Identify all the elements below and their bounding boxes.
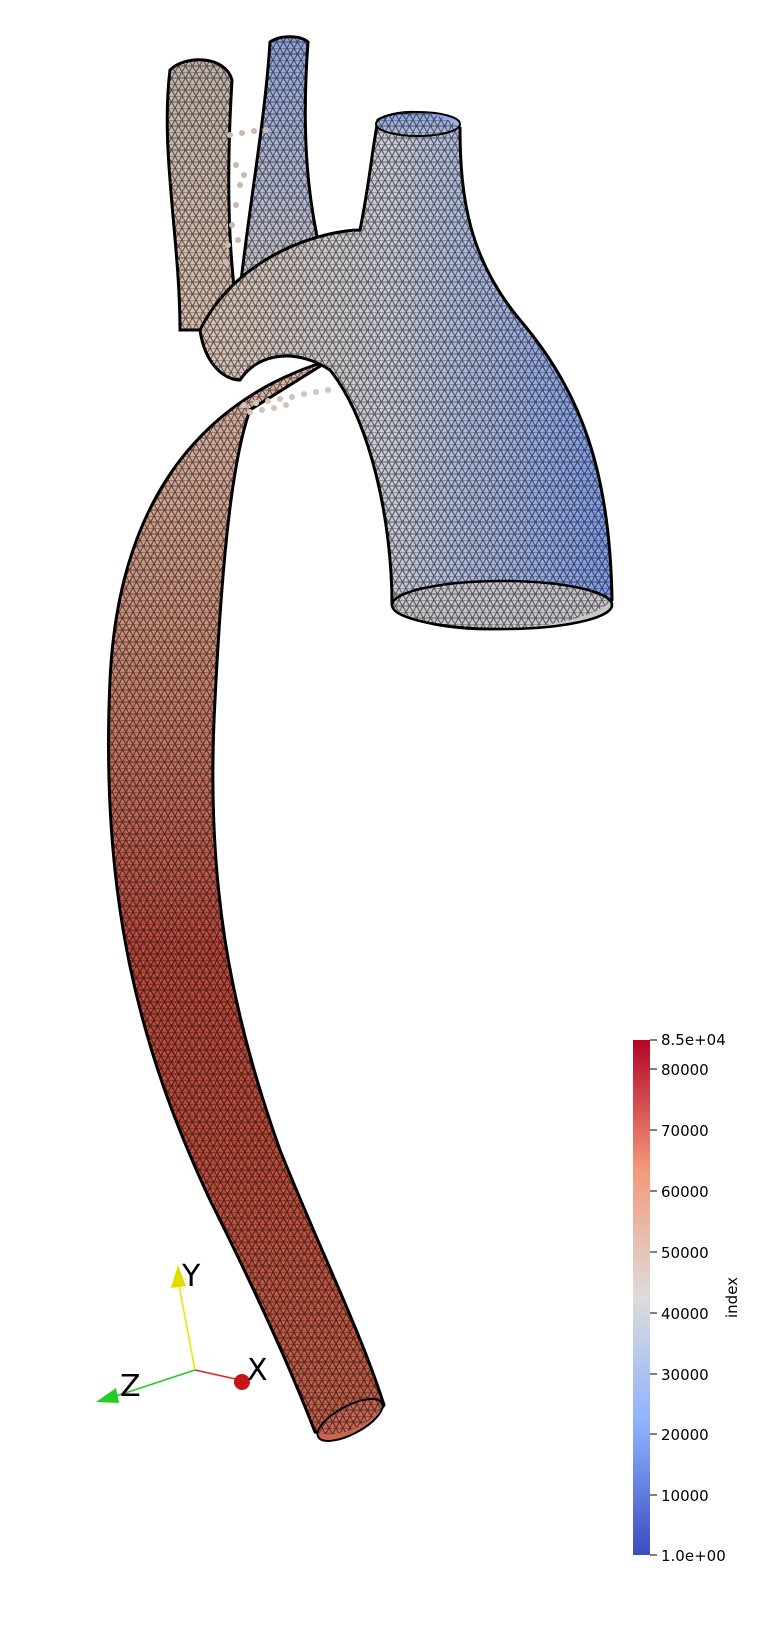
- colorbar-min-label: 1.0e+00: [661, 1547, 726, 1565]
- colorbar-title: index: [723, 1277, 741, 1318]
- colorbar-tick-label: 20000: [661, 1426, 709, 1444]
- x-axis-tip: [234, 1374, 250, 1390]
- z-axis-cone: [96, 1388, 119, 1403]
- y-axis-cone: [171, 1265, 186, 1288]
- colorbar-tick-label: 40000: [661, 1305, 709, 1323]
- colorbar-tick-label: 10000: [661, 1487, 709, 1505]
- x-axis-label: X: [247, 1353, 268, 1388]
- colorbar-tick-label: 30000: [661, 1366, 709, 1384]
- y-axis-line: [177, 1279, 196, 1371]
- colorbar-tick-label: 60000: [661, 1183, 709, 1201]
- point-cloud-arch: [241, 387, 331, 415]
- colorbar-max-label: 8.5e+04: [661, 1031, 726, 1049]
- colorbar-tick-label: 70000: [661, 1122, 709, 1140]
- colorbar-tick-label: 80000: [661, 1061, 709, 1079]
- point-cloud-left: [223, 127, 269, 265]
- z-axis-label: Z: [120, 1369, 141, 1404]
- colorbar-tick-label: 50000: [661, 1244, 709, 1262]
- colorbar-tick-marks: [650, 1039, 657, 1556]
- x-axis-line: [194, 1369, 241, 1381]
- z-axis-line: [109, 1369, 196, 1399]
- colorbar: 8.5e+04 80000 70000 60000 50000 40000 30…: [633, 1031, 741, 1565]
- y-axis-label: Y: [181, 1259, 201, 1294]
- orientation-axes: X Y Z: [96, 1259, 268, 1404]
- colorbar-gradient: [633, 1040, 650, 1555]
